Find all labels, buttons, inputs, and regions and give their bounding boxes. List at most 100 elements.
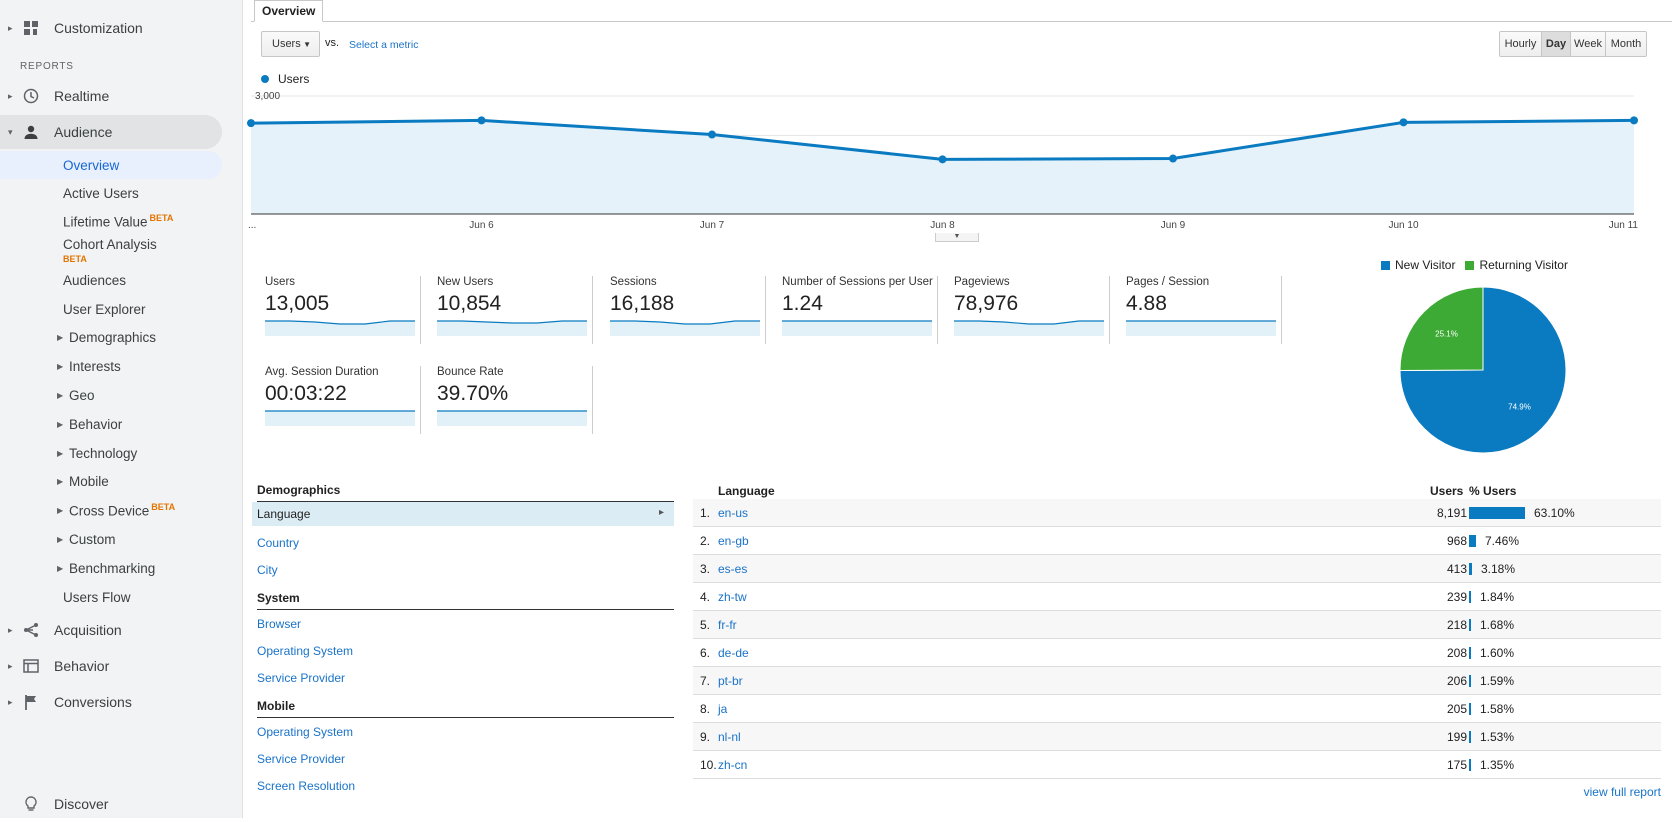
demographics-link-operating-system[interactable]: Operating System [257,725,354,739]
row-pct-bar [1469,619,1471,631]
sidebar-item-label: Benchmarking [69,560,156,576]
table-row[interactable]: 9. nl-nl 199 1.53% [693,723,1661,751]
x-tick-label: Jun 8 [930,220,955,231]
sidebar-item-label: Users Flow [63,589,131,605]
metric-users[interactable]: Users 13,005 [261,276,421,356]
sidebar-item-lifetime-value[interactable]: Lifetime Value BETA [0,207,222,235]
sidebar-item-overview[interactable]: Overview [0,151,222,179]
metric-select[interactable]: Users ▼ [261,31,320,57]
table-row[interactable]: 5. fr-fr 218 1.68% [693,611,1661,639]
sidebar-item-users-flow[interactable]: Users Flow [0,583,222,611]
sidebar-item-geo[interactable]: ▶ Geo [0,381,222,409]
nav-discover[interactable]: Discover [0,786,108,822]
demographics-link-browser[interactable]: Browser [257,617,302,631]
metric-pages-session[interactable]: Pages / Session 4.88 [1122,276,1282,356]
tab-overview[interactable]: Overview [254,0,324,22]
row-users: 413 [1446,561,1467,576]
table-row[interactable]: 8. ja 205 1.58% [693,695,1661,723]
row-language-link[interactable]: ja [718,701,728,716]
sidebar-item-cohort-analysis[interactable]: Cohort Analysis BETA [63,238,157,266]
table-row[interactable]: 1. en-us 8,191 63.10% [693,499,1661,527]
sidebar-item-interests[interactable]: ▶ Interests [0,352,222,380]
demographics-link-operating-system[interactable]: Operating System [257,644,354,658]
main-content: Overview Users ▼ vs. Select a metric Hou… [243,0,1672,818]
visitor-pie-chart: 74.9% 25.1% [1399,286,1567,454]
row-language-link[interactable]: fr-fr [718,617,737,632]
demographics-link-country[interactable]: Country [257,536,300,550]
metric-avg-session-duration[interactable]: Avg. Session Duration 00:03:22 [261,366,421,446]
table-row[interactable]: 10. zh-cn 175 1.35% [693,751,1661,779]
demographics-link-screen-resolution[interactable]: Screen Resolution [257,779,356,793]
sidebar-item-behavior[interactable]: ▶ Behavior [0,410,222,438]
demographics-link-service-provider[interactable]: Service Provider [257,671,346,685]
table-row[interactable]: 2. en-gb 968 7.46% [693,527,1661,555]
sidebar-item-audiences[interactable]: Audiences [0,266,222,294]
person-icon [22,123,40,141]
metric-bounce-rate[interactable]: Bounce Rate 39.70% [433,366,593,446]
sidebar-item-demographics[interactable]: ▶ Demographics [0,323,222,351]
row-language-link[interactable]: nl-nl [718,729,741,744]
nav-audience-label: Audience [54,124,113,140]
metric-divider [592,276,593,344]
nav-realtime[interactable]: ▸ Realtime [0,78,109,114]
row-language-link[interactable]: zh-tw [718,589,747,604]
metric-divider [1109,276,1110,344]
row-pct: 1.60% [1480,645,1515,660]
table-row[interactable]: 3. es-es 413 3.18% [693,555,1661,583]
row-language-link[interactable]: es-es [718,561,748,576]
row-language-link[interactable]: en-us [718,505,749,520]
table-row[interactable]: 6. de-de 208 1.60% [693,639,1661,667]
metric-new-users[interactable]: New Users 10,854 [433,276,593,356]
view-full-report-link[interactable]: view full report [1583,785,1661,799]
row-language-link[interactable]: de-de [718,645,749,660]
nav-audience[interactable]: ▾ Audience [0,115,222,149]
metric-sparkline [437,410,587,426]
sidebar-item-user-explorer[interactable]: User Explorer [0,295,222,323]
metric-value: 1.24 [782,292,823,315]
demographics-link-language[interactable]: Language ▸ [252,502,674,526]
row-language-link[interactable]: pt-br [718,673,743,688]
metric-divider [765,276,766,344]
caret-right-icon: ▸ [8,22,13,33]
select-metric-link[interactable]: Select a metric [349,39,419,51]
granularity-day-button[interactable]: Day [1541,31,1571,57]
sidebar-item-technology[interactable]: ▶ Technology [0,439,222,467]
nav-behavior[interactable]: ▸ Behavior [0,648,109,684]
row-pct-bar [1469,563,1472,575]
demographics-link-service-provider[interactable]: Service Provider [257,752,346,766]
metric-pageviews[interactable]: Pageviews 78,976 [950,276,1110,356]
demographics-link-city[interactable]: City [257,563,278,577]
metric-sparkline [265,320,415,336]
row-language-link[interactable]: en-gb [718,533,749,548]
sidebar-item-label: Behavior [69,416,123,432]
metric-value: 39.70% [437,382,509,405]
legend-label: Users [278,72,310,86]
granularity-hourly-button[interactable]: Hourly [1499,31,1542,57]
sidebar-item-mobile[interactable]: ▶ Mobile [0,467,222,495]
row-users: 208 [1446,645,1467,660]
metric-sparkline [954,320,1104,336]
nav-customization[interactable]: ▸ Customization [0,10,143,46]
sidebar-item-cross-device[interactable]: ▶ Cross Device BETA [0,496,222,524]
dashboard-icon [22,19,40,37]
demographics-section-mobile: Mobile [257,699,674,718]
granularity-week-button[interactable]: Week [1570,31,1606,57]
sidebar-item-active-users[interactable]: Active Users [0,179,222,207]
reports-header: REPORTS [20,61,74,72]
metric-number-of-sessions-per-user[interactable]: Number of Sessions per User 1.24 [778,276,938,356]
metric-value: 00:03:22 [265,382,347,405]
chart-collapse-handle[interactable]: ▼ [935,233,979,242]
sidebar-item-benchmarking[interactable]: ▶ Benchmarking [0,554,222,582]
data-point [1630,116,1638,125]
granularity-month-button[interactable]: Month [1605,31,1647,57]
sidebar-item-label: Custom [69,531,116,547]
sidebar-item-label: Active Users [63,185,139,201]
metric-sessions[interactable]: Sessions 16,188 [606,276,766,356]
table-row[interactable]: 7. pt-br 206 1.59% [693,667,1661,695]
sidebar-item-custom[interactable]: ▶ Custom [0,525,222,553]
nav-conversions[interactable]: ▸ Conversions [0,684,132,720]
row-language-link[interactable]: zh-cn [718,757,748,772]
metric-value: 10,854 [437,292,502,315]
table-row[interactable]: 4. zh-tw 239 1.84% [693,583,1661,611]
nav-acquisition[interactable]: ▸ Acquisition [0,612,122,648]
